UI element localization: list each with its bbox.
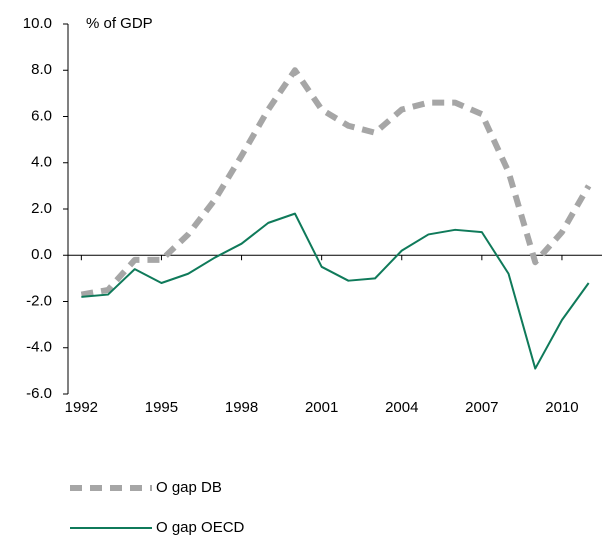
- y-tick-label: 10.0: [23, 15, 52, 32]
- x-tick-label: 1995: [145, 399, 178, 416]
- x-tick-label: 1992: [65, 399, 98, 416]
- y-tick-label: 6.0: [31, 107, 52, 124]
- series-line: [80, 67, 592, 298]
- y-tick-label: -4.0: [26, 339, 52, 356]
- x-tick-label: 2007: [465, 399, 498, 416]
- y-tick-label: 8.0: [31, 61, 52, 78]
- y-tick-label: -6.0: [26, 385, 52, 402]
- y-tick-label: 0.0: [31, 246, 52, 263]
- x-tick-label: 2004: [385, 399, 418, 416]
- y-axis-label: % of GDP: [86, 15, 153, 32]
- x-tick-label: 1998: [225, 399, 258, 416]
- y-tick-label: -2.0: [26, 292, 52, 309]
- y-tick-label: 2.0: [31, 200, 52, 217]
- legend-label: O gap OECD: [156, 519, 245, 536]
- x-tick-label: 2010: [545, 399, 578, 416]
- x-tick-label: 2001: [305, 399, 338, 416]
- y-tick-label: 4.0: [31, 154, 52, 171]
- series-line: [81, 212, 590, 370]
- legend-label: O gap DB: [156, 479, 222, 496]
